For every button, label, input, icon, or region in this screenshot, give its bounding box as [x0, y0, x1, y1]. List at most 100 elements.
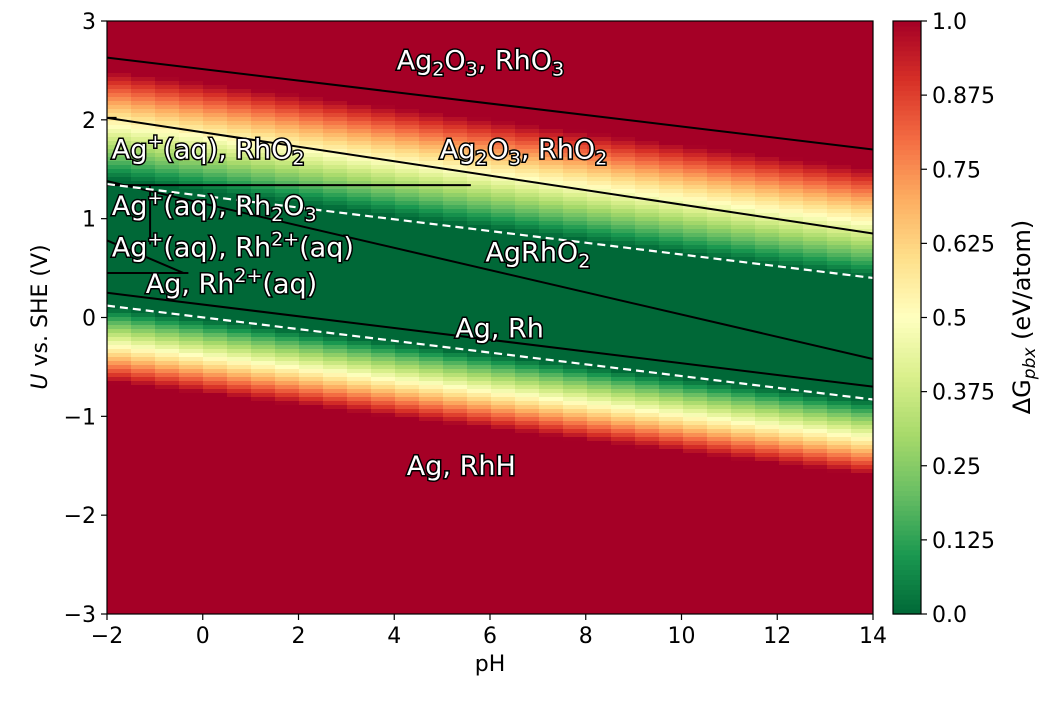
heatmap-cell: [347, 177, 372, 182]
heatmap-cell: [443, 365, 468, 370]
colorbar-segment: [893, 282, 921, 289]
heatmap-cell: [563, 145, 588, 150]
heatmap-cell: [179, 21, 204, 26]
heatmap-cell: [563, 65, 588, 70]
heatmap-cell: [347, 145, 372, 150]
heatmap-cell: [515, 221, 540, 226]
heatmap-cell: [371, 169, 396, 174]
heatmap-cell: [419, 585, 444, 590]
heatmap-cell: [659, 353, 684, 358]
heatmap-cell: [683, 561, 708, 566]
heatmap-cell: [323, 393, 348, 398]
heatmap-cell: [395, 445, 420, 450]
colorbar-segment: [893, 544, 921, 551]
region-label-part: (aq): [262, 269, 317, 300]
heatmap-cell: [491, 561, 516, 566]
heatmap-cell: [755, 297, 780, 302]
heatmap-cell: [371, 313, 396, 318]
heatmap-cell: [299, 141, 324, 146]
heatmap-cell: [395, 21, 420, 26]
colorbar-tick-label: 0.625: [932, 232, 995, 257]
heatmap-cell: [299, 529, 324, 534]
heatmap-cell: [611, 429, 636, 434]
heatmap-cell: [179, 221, 204, 226]
heatmap-cell: [131, 57, 156, 62]
heatmap-cell: [779, 597, 804, 602]
heatmap-cell: [491, 369, 516, 374]
heatmap-cell: [203, 93, 228, 98]
heatmap-cell: [227, 281, 252, 286]
heatmap-cell: [539, 505, 564, 510]
heatmap-cell: [275, 393, 300, 398]
heatmap-cell: [107, 277, 132, 282]
heatmap-cell: [347, 193, 372, 198]
heatmap-cell: [491, 229, 516, 234]
heatmap-cell: [179, 577, 204, 582]
heatmap-cell: [827, 605, 852, 610]
heatmap-cell: [155, 57, 180, 62]
heatmap-cell: [203, 169, 228, 174]
heatmap-cell: [347, 473, 372, 478]
heatmap-cell: [395, 369, 420, 374]
heatmap-cell: [323, 517, 348, 522]
heatmap-cell: [179, 241, 204, 246]
heatmap-cell: [779, 45, 804, 50]
heatmap-cell: [275, 185, 300, 190]
heatmap-cell: [683, 417, 708, 422]
heatmap-cell: [563, 537, 588, 542]
heatmap-cell: [611, 65, 636, 70]
heatmap-cell: [851, 97, 873, 102]
heatmap-cell: [251, 421, 276, 426]
heatmap-cell: [467, 589, 492, 594]
heatmap-cell: [299, 341, 324, 346]
heatmap-cell: [395, 281, 420, 286]
colorbar-segment: [893, 134, 921, 141]
heatmap-cell: [563, 217, 588, 222]
heatmap-cell: [395, 449, 420, 454]
heatmap-cell: [275, 329, 300, 334]
heatmap-cell: [587, 373, 612, 378]
heatmap-cell: [755, 437, 780, 442]
heatmap-cell: [275, 377, 300, 382]
heatmap-cell: [851, 549, 873, 554]
heatmap-cell: [299, 329, 324, 334]
heatmap-cell: [755, 73, 780, 78]
heatmap-cell: [803, 325, 828, 330]
heatmap-cell: [539, 69, 564, 74]
heatmap-cell: [419, 561, 444, 566]
heatmap-cell: [299, 201, 324, 206]
heatmap-cell: [107, 593, 132, 598]
heatmap-cell: [491, 453, 516, 458]
heatmap-cell: [299, 373, 324, 378]
heatmap-cell: [347, 109, 372, 114]
heatmap-cell: [491, 461, 516, 466]
heatmap-cell: [635, 457, 660, 462]
colorbar-segment: [893, 139, 921, 146]
heatmap-cell: [803, 137, 828, 142]
heatmap-cell: [731, 453, 756, 458]
heatmap-cell: [323, 89, 348, 94]
heatmap-cell: [515, 365, 540, 370]
heatmap-cell: [323, 489, 348, 494]
heatmap-cell: [203, 53, 228, 58]
heatmap-cell: [323, 101, 348, 106]
heatmap-cell: [515, 285, 540, 290]
heatmap-cell: [203, 457, 228, 462]
heatmap-cell: [659, 37, 684, 42]
heatmap-cell: [323, 505, 348, 510]
heatmap-cell: [467, 561, 492, 566]
heatmap-cell: [731, 337, 756, 342]
x-tick-label: 4: [387, 624, 401, 649]
heatmap-cell: [755, 501, 780, 506]
heatmap-cell: [323, 357, 348, 362]
heatmap-cell: [827, 81, 852, 86]
heatmap-cell: [779, 277, 804, 282]
heatmap-cell: [227, 225, 252, 230]
heatmap-cell: [275, 445, 300, 450]
heatmap-cell: [131, 537, 156, 542]
heatmap-cell: [587, 601, 612, 606]
heatmap-cell: [107, 457, 132, 462]
heatmap-cell: [443, 313, 468, 318]
heatmap-cell: [419, 425, 444, 430]
heatmap-cell: [131, 269, 156, 274]
